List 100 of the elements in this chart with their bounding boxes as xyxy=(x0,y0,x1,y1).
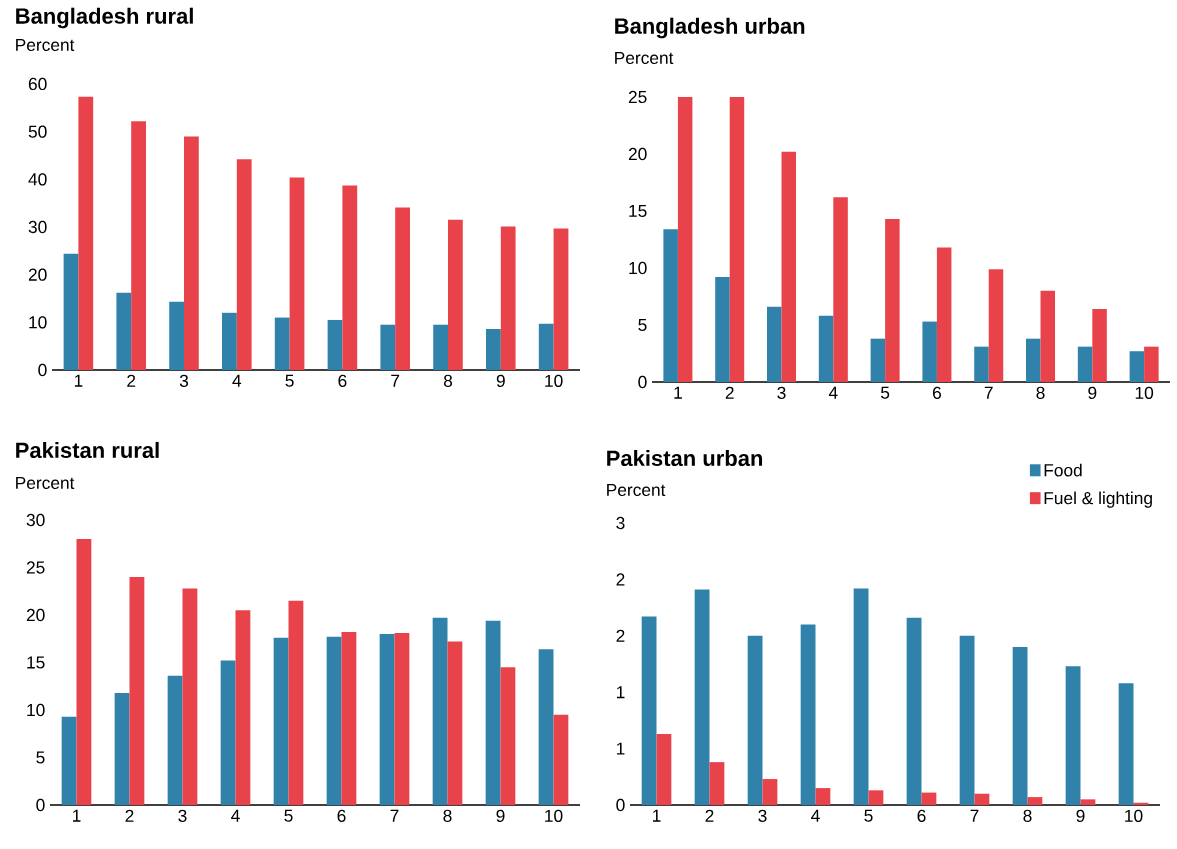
bar xyxy=(116,292,132,370)
bar xyxy=(220,660,236,805)
y-tick-label: 10 xyxy=(29,316,47,329)
x-tick-label: 10 xyxy=(1135,386,1154,399)
bar xyxy=(1077,346,1093,382)
bar xyxy=(709,762,725,805)
chart-title: Pakistan urban xyxy=(607,449,763,467)
bar xyxy=(341,632,357,805)
x-tick-label: 5 xyxy=(284,809,293,822)
bar xyxy=(273,637,289,805)
bar xyxy=(379,634,395,805)
y-tick-label: 0 xyxy=(616,798,625,812)
bar xyxy=(818,315,834,382)
y-tick-label: 10 xyxy=(629,261,647,275)
bar xyxy=(974,793,990,805)
bar xyxy=(380,324,396,370)
y-tick-label: 25 xyxy=(628,90,647,104)
x-tick-label: 7 xyxy=(970,809,979,822)
bar xyxy=(342,185,358,370)
y-tick-label: 10 xyxy=(27,703,45,717)
bar xyxy=(762,779,778,805)
bar xyxy=(1065,666,1081,805)
bar xyxy=(182,588,198,805)
bar xyxy=(394,633,410,805)
bar xyxy=(885,218,900,382)
chart-title: Bangladesh urban xyxy=(615,17,805,39)
y-tick-label: 0 xyxy=(638,375,647,389)
x-tick-label: 4 xyxy=(232,374,242,387)
x-tick-label: 3 xyxy=(178,809,187,822)
x-tick-label: 8 xyxy=(443,809,452,822)
bar xyxy=(447,641,463,805)
y-tick-label: 15 xyxy=(629,204,647,218)
bar xyxy=(432,617,448,805)
bar xyxy=(76,539,92,805)
bar xyxy=(747,635,763,805)
x-tick-label: 2 xyxy=(125,809,134,822)
bar xyxy=(815,788,831,805)
x-tick-label: 8 xyxy=(443,374,453,387)
bar xyxy=(1129,351,1145,382)
x-tick-label: 9 xyxy=(1076,809,1085,822)
x-tick-label: 9 xyxy=(496,809,505,822)
y-axis-title: Percent xyxy=(16,38,75,52)
bar xyxy=(870,338,886,382)
bar xyxy=(1080,799,1096,805)
x-tick-label: 6 xyxy=(337,809,346,822)
bar xyxy=(235,610,251,805)
bar xyxy=(114,692,130,805)
bar xyxy=(63,253,79,370)
bar xyxy=(485,620,501,805)
bar xyxy=(694,589,710,805)
y-tick-label: 15 xyxy=(27,656,45,669)
bar xyxy=(500,667,516,805)
x-tick-label: 6 xyxy=(338,374,347,387)
bar xyxy=(641,616,657,805)
bar xyxy=(433,324,448,370)
y-tick-label: 5 xyxy=(36,751,45,764)
bar xyxy=(1040,290,1056,382)
x-tick-label: 10 xyxy=(545,809,563,822)
bar xyxy=(61,716,77,805)
bar xyxy=(236,159,252,370)
bar xyxy=(906,617,922,805)
bar xyxy=(78,96,94,370)
bar xyxy=(538,649,554,805)
y-tick-label: 1 xyxy=(616,686,625,699)
bar xyxy=(448,219,463,370)
x-tick-label: 5 xyxy=(880,386,890,399)
bar xyxy=(327,319,343,370)
y-axis-title: Percent xyxy=(615,51,674,65)
x-tick-label: 6 xyxy=(932,386,941,399)
x-tick-label: 8 xyxy=(1036,386,1045,399)
x-tick-label: 7 xyxy=(391,374,400,387)
chart-title: Bangladesh rural xyxy=(16,7,193,29)
y-tick-label: 3 xyxy=(616,516,625,530)
y-tick-label: 60 xyxy=(28,77,47,91)
x-tick-label: 7 xyxy=(984,386,993,399)
bar xyxy=(868,790,884,805)
bar xyxy=(1144,346,1159,382)
bar xyxy=(1118,683,1134,805)
y-tick-label: 0 xyxy=(36,798,45,812)
bar xyxy=(1026,338,1041,382)
y-tick-label: 0 xyxy=(38,363,47,377)
bar xyxy=(129,577,145,805)
bar xyxy=(767,306,782,382)
x-tick-label: 5 xyxy=(285,374,294,387)
bar xyxy=(1092,309,1107,382)
chart-title: Pakistan rural xyxy=(16,441,159,459)
bar xyxy=(729,96,745,382)
x-tick-label: 10 xyxy=(545,374,563,387)
bar xyxy=(800,624,816,805)
y-tick-label: 20 xyxy=(28,268,47,281)
bar xyxy=(922,321,937,382)
bar xyxy=(1012,647,1028,805)
bar xyxy=(921,792,937,805)
y-tick-label: 50 xyxy=(28,125,47,138)
bar xyxy=(167,675,183,805)
y-axis-title: Percent xyxy=(16,476,75,490)
y-tick-label: 25 xyxy=(26,561,45,574)
y-tick-label: 2 xyxy=(616,629,625,642)
bar xyxy=(169,301,184,370)
y-axis-title: Percent xyxy=(607,483,666,497)
